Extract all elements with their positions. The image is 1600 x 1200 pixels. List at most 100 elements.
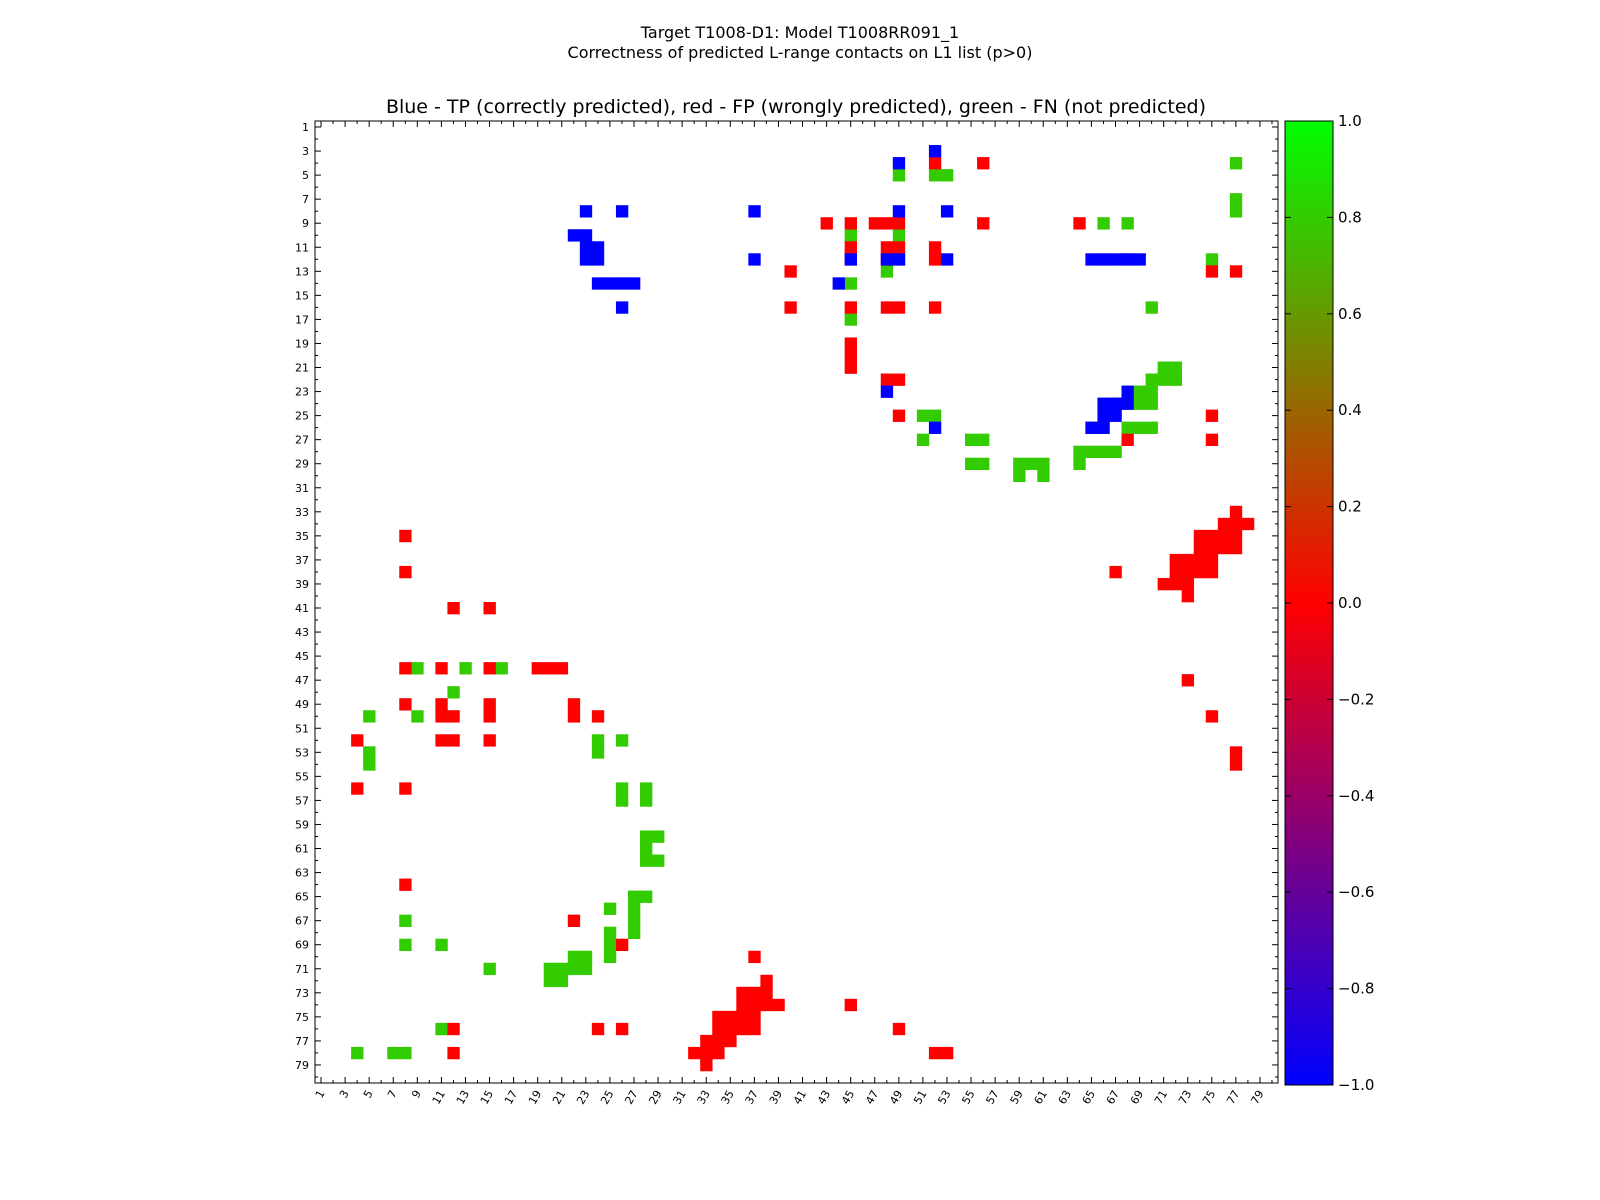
fn-cell	[447, 686, 460, 699]
colorbar-tick-label: 0.2	[1338, 498, 1362, 516]
fp-cell	[700, 1046, 713, 1060]
fp-cell	[1193, 565, 1207, 579]
tp-cell	[579, 253, 593, 266]
tp-cell	[591, 253, 605, 266]
fp-cell	[844, 998, 857, 1012]
fp-cell	[351, 734, 364, 747]
fp-cell	[1217, 529, 1231, 543]
fn-cell	[603, 926, 617, 940]
x-tick-label: 49	[887, 1088, 905, 1107]
x-tick-label: 45	[839, 1088, 857, 1107]
x-tick-label: 59	[1008, 1088, 1026, 1107]
fn-cell	[615, 734, 629, 747]
fp-cell	[760, 974, 773, 988]
tp-cell	[928, 145, 942, 158]
tp-cell	[1133, 253, 1146, 266]
fp-cell	[868, 217, 882, 230]
fn-cell	[652, 830, 665, 843]
y-tick-label: 21	[295, 362, 309, 375]
fn-cell	[1145, 385, 1158, 398]
fp-cell	[1193, 541, 1207, 555]
y-tick-label: 23	[295, 386, 309, 399]
y-tick-label: 35	[295, 530, 309, 543]
fp-cell	[567, 710, 581, 723]
fn-cell	[555, 974, 569, 988]
fn-cell	[1133, 397, 1146, 410]
fn-cell	[892, 169, 906, 182]
tp-cell	[940, 253, 954, 266]
fn-cell	[543, 962, 557, 976]
fp-cell	[880, 241, 894, 254]
fn-cell	[387, 1046, 400, 1060]
fp-cell	[591, 1022, 605, 1036]
fp-cell	[712, 1022, 725, 1036]
fp-cell	[1229, 265, 1243, 278]
x-tick-label: 57	[983, 1088, 1001, 1107]
fn-cell	[844, 277, 857, 290]
fp-cell	[591, 710, 605, 723]
fn-cell	[363, 758, 376, 771]
x-tick-label: 67	[1104, 1088, 1122, 1107]
fp-cell	[615, 938, 629, 952]
y-tick-label: 53	[295, 746, 309, 759]
tp-cell	[615, 205, 629, 218]
x-tick-label: 77	[1224, 1088, 1242, 1107]
fn-cell	[411, 662, 424, 675]
fp-cell	[483, 698, 496, 711]
x-tick-label: 25	[598, 1088, 616, 1107]
fp-cell	[892, 409, 906, 422]
y-tick-label: 5	[302, 169, 309, 182]
fn-cell	[627, 926, 641, 940]
fn-cell	[1121, 217, 1134, 230]
fn-cell	[363, 746, 376, 759]
colorbar-tick-label: 1.0	[1338, 112, 1362, 130]
fn-cell	[435, 1022, 448, 1036]
fp-cell	[1181, 565, 1195, 579]
tp-cell	[591, 241, 605, 254]
fn-cell	[1133, 385, 1146, 398]
fp-cell	[1169, 553, 1182, 567]
fn-cell	[399, 914, 412, 927]
fn-cell	[1229, 157, 1243, 170]
x-tick-label: 79	[1248, 1088, 1266, 1107]
fp-cell	[435, 662, 448, 675]
colorbar-tick-label: −0.4	[1338, 787, 1374, 805]
fp-cell	[447, 1022, 460, 1036]
fn-cell	[940, 169, 954, 182]
fp-cell	[1205, 565, 1219, 579]
fp-cell	[1217, 541, 1231, 555]
fn-cell	[965, 433, 978, 446]
fn-cell	[652, 854, 665, 867]
x-tick-label: 13	[454, 1088, 472, 1107]
fn-cell	[603, 902, 617, 915]
y-tick-label: 49	[295, 698, 309, 711]
heatmap-cells	[351, 145, 1255, 1072]
fn-cell	[483, 962, 496, 976]
x-tick-label: 43	[815, 1088, 833, 1107]
fp-cell	[892, 217, 906, 230]
fp-cell	[784, 301, 797, 314]
fp-cell	[1121, 433, 1134, 446]
x-tick-label: 65	[1080, 1088, 1098, 1107]
fn-cell	[1121, 421, 1134, 434]
fn-cell	[1169, 361, 1182, 374]
fn-cell	[1025, 457, 1038, 471]
fp-cell	[820, 217, 833, 230]
x-tick-label: 63	[1056, 1088, 1074, 1107]
y-tick-label: 63	[295, 867, 309, 880]
fp-cell	[1229, 758, 1243, 771]
fp-cell	[567, 698, 581, 711]
fp-cell	[736, 998, 749, 1012]
y-tick-label: 67	[295, 915, 309, 928]
fn-cell	[615, 782, 629, 795]
fn-cell	[1145, 421, 1158, 434]
tp-cell	[567, 229, 581, 242]
fn-cell	[579, 950, 593, 964]
fn-cell	[1157, 361, 1170, 374]
fn-cell	[640, 782, 653, 795]
fn-cell	[1229, 193, 1243, 206]
fp-cell	[435, 734, 448, 747]
x-tick-label: 53	[935, 1088, 953, 1107]
tp-cell	[880, 253, 894, 266]
tp-cell	[615, 301, 629, 314]
